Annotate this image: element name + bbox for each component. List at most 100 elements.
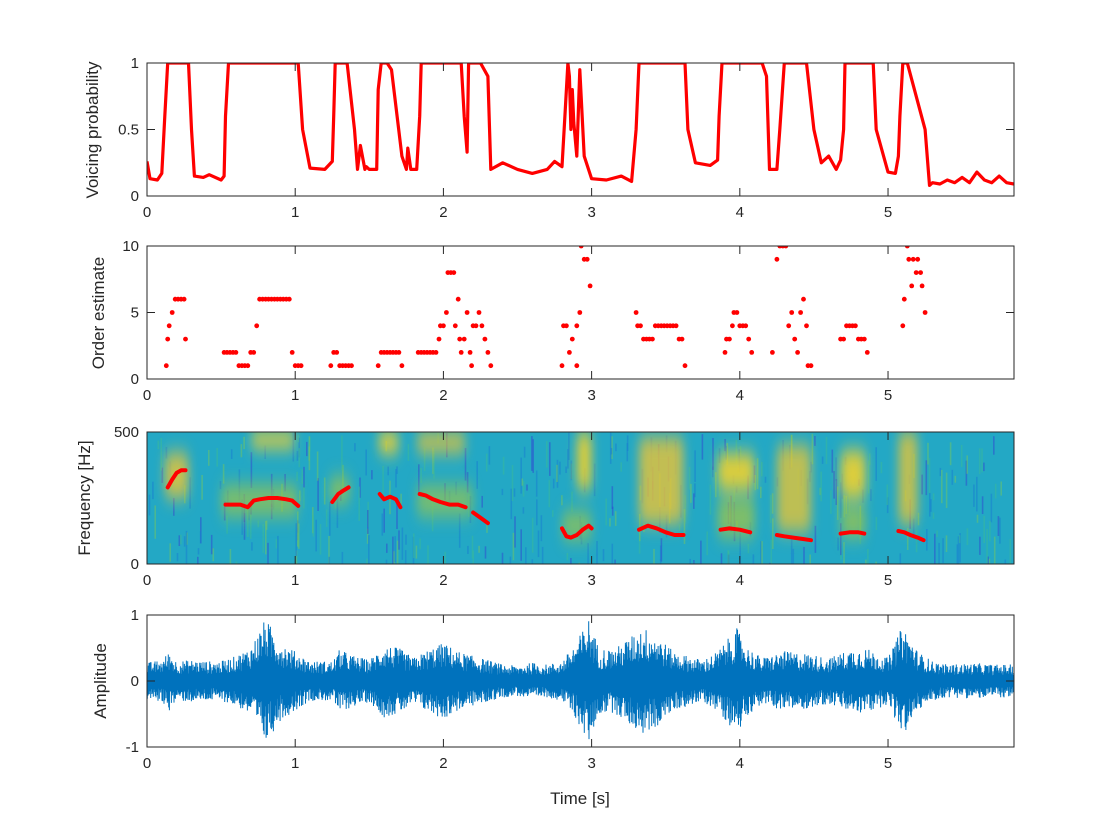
- spectrogram-noise-stripe: [219, 481, 222, 490]
- spectrogram-noise-stripe: [976, 514, 979, 523]
- order-point: [473, 323, 479, 329]
- spectrogram-noise-stripe: [510, 488, 513, 520]
- spectrogram-noise-stripe: [665, 514, 668, 538]
- spectrogram-noise-stripe: [578, 562, 581, 564]
- order-point: [399, 363, 405, 369]
- spectrogram-noise-stripe: [298, 448, 301, 468]
- spectrogram-noise-stripe: [610, 448, 613, 455]
- spectrogram-noise-stripe: [932, 493, 935, 501]
- spectrogram-noise-stripe: [939, 467, 942, 477]
- order-point: [455, 296, 461, 302]
- order-point: [909, 283, 915, 289]
- spectrogram-noise-stripe: [501, 552, 504, 564]
- spectrogram-f0-track: [838, 530, 867, 536]
- spectrogram-noise-stripe: [152, 481, 154, 500]
- spectrogram-noise-stripe: [485, 453, 488, 472]
- spectrogram-noise-stripe: [161, 467, 164, 483]
- spectrogram-noise-stripe: [614, 511, 617, 526]
- order-point: [861, 336, 867, 342]
- spectrogram-noise-stripe: [341, 551, 344, 564]
- subplot-waveform: 0 1 2 3 4 5-101 Amplitude Time [s]: [91, 607, 1015, 808]
- spectrogram-noise-stripe: [966, 528, 969, 545]
- spectrogram-noise-stripe: [959, 533, 961, 563]
- spectrogram-noise-stripe: [275, 539, 278, 549]
- voicing-x-tick-label: 1: [291, 204, 299, 221]
- spectrogram-noise-stripe: [792, 548, 795, 564]
- spectrogram-noise-stripe: [520, 457, 522, 494]
- spectrogram-x-tick-label: 0: [143, 572, 151, 589]
- order-point: [786, 323, 792, 329]
- spectrogram-noise-stripe: [724, 439, 726, 452]
- order-point: [479, 323, 485, 329]
- order-point: [444, 310, 449, 315]
- spectrogram-noise-stripe: [296, 450, 299, 461]
- spectrogram-noise-stripe: [393, 551, 395, 564]
- order-point: [578, 246, 584, 249]
- spectrogram-noise-stripe: [299, 490, 301, 502]
- spectrogram-noise-stripe: [957, 536, 960, 564]
- order-point: [904, 246, 910, 249]
- spectrogram-noise-stripe: [925, 460, 928, 496]
- spectrogram-noise-stripe: [395, 469, 397, 488]
- spectrogram-noise-stripe: [684, 495, 687, 523]
- spectrogram-noise-stripe: [404, 550, 407, 564]
- order-x-tick-label: 3: [587, 387, 595, 404]
- spectrogram-noise-stripe: [973, 484, 975, 507]
- spectrogram-noise-stripe: [565, 466, 567, 473]
- order-x-tick-label: 4: [736, 387, 744, 404]
- order-point: [730, 323, 735, 329]
- spectrogram-noise-stripe: [689, 558, 691, 564]
- spectrogram-noise-stripe: [875, 447, 877, 481]
- spectrogram-noise-stripe: [949, 442, 952, 466]
- spectrogram-noise-stripe: [835, 457, 837, 481]
- spectrogram-noise-stripe: [502, 456, 505, 475]
- waveform-x-tick-label: 3: [587, 755, 595, 772]
- spectrogram-noise-stripe: [365, 449, 367, 476]
- spectrogram-noise-stripe: [926, 529, 928, 551]
- spectrogram-noise-stripe: [958, 535, 961, 544]
- order-point: [913, 270, 919, 275]
- spectrogram-noise-stripe: [297, 511, 299, 547]
- spectrogram-noise-stripe: [250, 452, 253, 488]
- spectrogram-noise-stripe: [458, 513, 461, 548]
- spectrogram-noise-stripe: [945, 535, 948, 552]
- spectrogram-noise-stripe: [173, 498, 175, 516]
- spectrogram-noise-stripe: [444, 551, 446, 564]
- order-point: [673, 323, 679, 329]
- spectrogram-noise-stripe: [531, 559, 534, 564]
- spectrogram-noise-stripe: [189, 477, 191, 509]
- spectrogram-f0-track: [377, 492, 403, 510]
- spectrogram-noise-stripe: [548, 480, 551, 508]
- spectrogram-noise-stripe: [587, 543, 589, 564]
- spectrogram-noise-stripe: [833, 471, 835, 499]
- spectrogram-noise-stripe: [401, 527, 404, 560]
- order-point: [789, 310, 795, 315]
- spectrogram-noise-stripe: [366, 528, 369, 544]
- order-point: [166, 323, 172, 329]
- order-point: [441, 323, 446, 329]
- spectrogram-noise-stripe: [999, 517, 1001, 544]
- order-data-layer: [163, 246, 928, 369]
- waveform-y-tick-label: -1: [126, 739, 139, 756]
- spectrogram-noise-stripe: [809, 554, 811, 564]
- spectrogram-noise-stripe: [712, 466, 714, 478]
- spectrogram-noise-stripe: [249, 503, 252, 539]
- spectrogram-noise-stripe: [981, 448, 983, 473]
- order-point: [433, 350, 439, 355]
- order-point: [469, 363, 474, 369]
- spectrogram-noise-stripe: [329, 502, 331, 536]
- spectrogram-noise-stripe: [821, 456, 824, 464]
- spectrogram-noise-stripe: [694, 450, 696, 482]
- order-point: [165, 336, 171, 342]
- order-point: [679, 336, 685, 342]
- spectrogram-noise-stripe: [886, 484, 889, 505]
- order-point: [770, 350, 775, 355]
- spectrogram-noise-stripe: [709, 484, 712, 515]
- spectrogram-noise-stripe: [843, 495, 846, 518]
- spectrogram-noise-stripe: [810, 461, 812, 473]
- spectrogram-noise-stripe: [396, 466, 398, 474]
- spectrogram-noise-stripe: [277, 535, 279, 564]
- spectrogram-noise-stripe: [840, 523, 842, 556]
- spectrogram-noise-stripe: [478, 545, 480, 553]
- voicing-y-tick-label: 1: [131, 55, 139, 72]
